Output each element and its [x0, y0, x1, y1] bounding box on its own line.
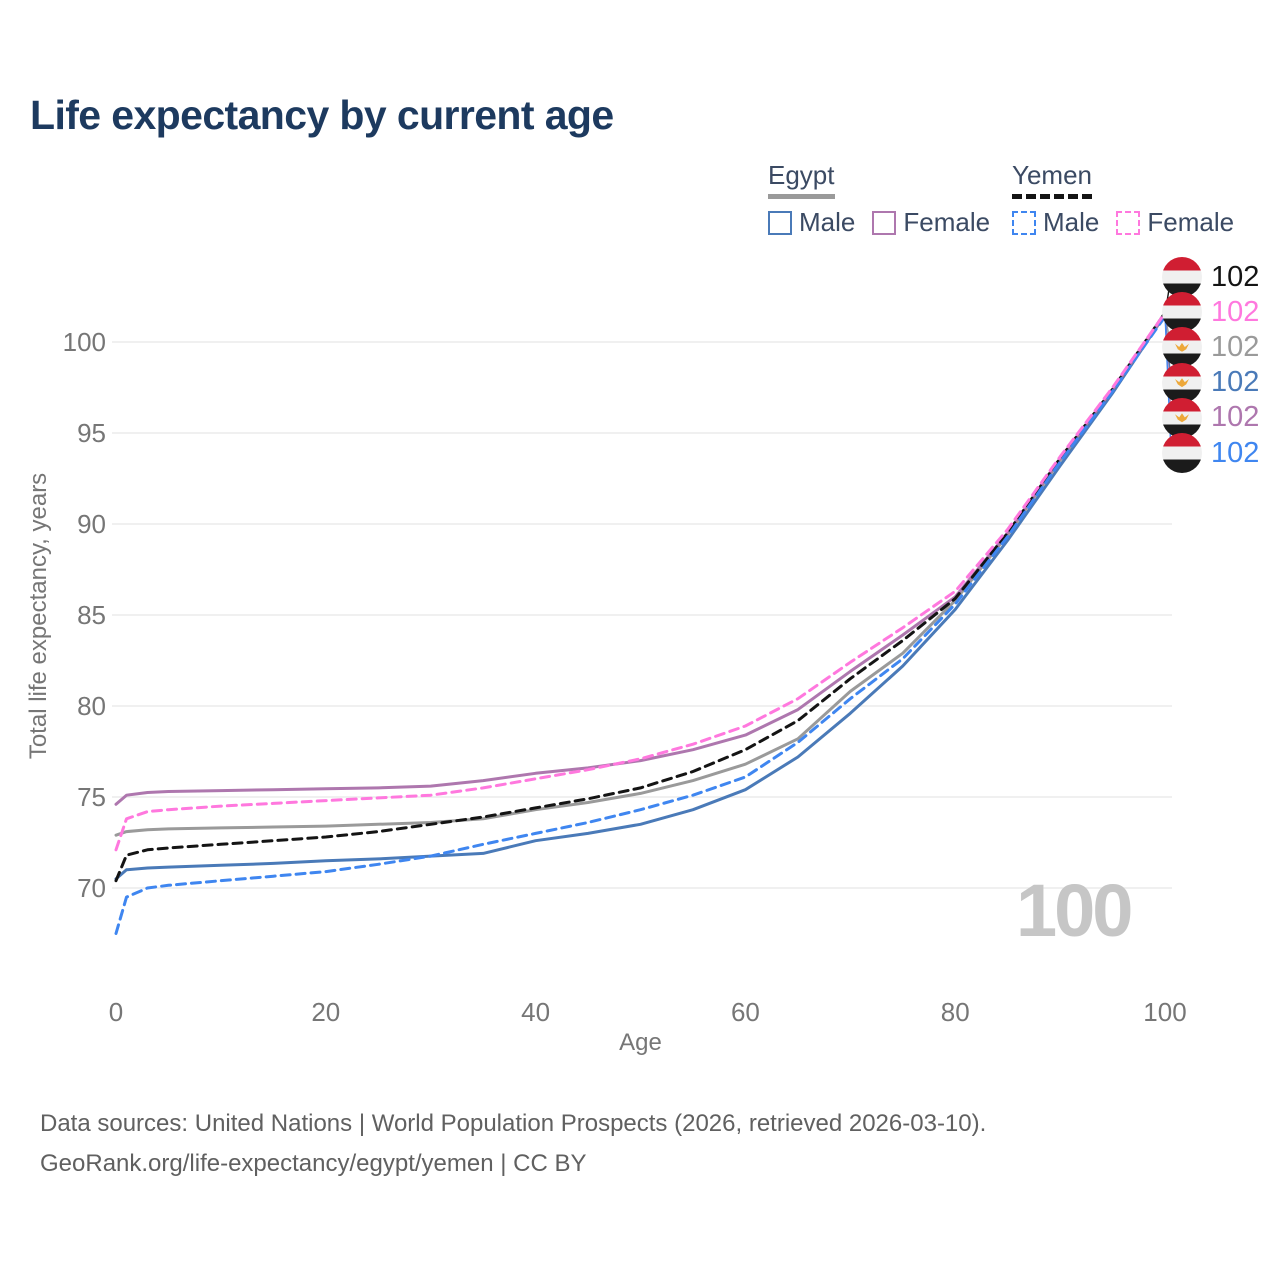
chart-plot-area[interactable]: 70 75 80 85 90 95 100 0 20 40 60 80 100 Age Total life… [0, 0, 1280, 1080]
x-tick-label: 40 [521, 997, 550, 1027]
end-label-row: 102 [1162, 257, 1260, 297]
y-tick-label: 95 [77, 418, 106, 448]
x-tick-label: 60 [731, 997, 760, 1027]
yemen-flag-icon [1162, 257, 1202, 297]
legend-items-egypt: Male Female [768, 207, 990, 238]
footer: Data sources: United Nations | World Pop… [40, 1104, 986, 1184]
yemen-female-swatch-icon [1116, 210, 1141, 235]
end-value: 102 [1211, 295, 1260, 328]
egypt-flag-icon [1162, 362, 1202, 403]
legend-country-yemen[interactable]: Yemen [1012, 160, 1092, 199]
series-line-egypt-female[interactable] [114, 313, 1167, 806]
legend-label-yemen-female: Female [1147, 207, 1235, 237]
legend-item-yemen-male[interactable]: Male [1012, 207, 1099, 238]
age-watermark: 100 [1016, 869, 1133, 952]
legend-label-yemen-male: Male [1043, 207, 1100, 237]
egypt-female-swatch-icon [872, 210, 897, 235]
legend-items-yemen: Male Female [1012, 207, 1234, 238]
y-tick-label: 80 [77, 691, 106, 721]
legend-item-egypt-male[interactable]: Male [768, 207, 855, 238]
series-line-yemen-female[interactable] [114, 311, 1167, 852]
egypt-male-swatch-icon [768, 210, 792, 235]
yemen-flag-icon [1162, 433, 1202, 473]
legend-country-egypt[interactable]: Egypt [768, 160, 835, 199]
legend-group-yemen: Yemen Male Female [1012, 160, 1234, 238]
yemen-flag-icon [1162, 292, 1202, 333]
egypt-flag-icon [1162, 327, 1202, 368]
end-value: 102 [1211, 366, 1260, 399]
end-value: 102 [1211, 436, 1260, 469]
yemen-male-swatch-icon [1012, 210, 1036, 235]
end-label-row: 102 [1162, 327, 1260, 368]
y-tick-label: 70 [77, 873, 106, 903]
y-axis-title: Total life expectancy, years [25, 473, 52, 759]
chart-title: Life expectancy by current age [30, 92, 614, 138]
legend-label-egypt-male: Male [799, 207, 856, 237]
series-line-yemen[interactable] [114, 311, 1167, 883]
legend-label-egypt-female: Female [903, 207, 991, 237]
legend-item-egypt-female[interactable]: Female [872, 207, 990, 238]
y-tick-label: 90 [77, 509, 106, 539]
series-line-egypt[interactable] [114, 311, 1167, 837]
footer-data-sources: Data sources: United Nations | World Pop… [40, 1110, 987, 1137]
end-label-row: 102 [1162, 292, 1260, 333]
legend-group-egypt: Egypt Male Female [768, 160, 990, 238]
y-tick-label: 85 [77, 600, 106, 630]
end-value: 102 [1211, 260, 1260, 293]
x-tick-label: 80 [941, 997, 970, 1027]
legend-item-yemen-female[interactable]: Female [1116, 207, 1234, 238]
y-tick-label: 75 [77, 782, 106, 812]
x-tick-label: 20 [311, 997, 340, 1027]
x-tick-label: 0 [109, 997, 123, 1027]
footer-attribution: GeoRank.org/life-expectancy/egypt/yemen … [40, 1150, 587, 1177]
y-tick-label: 100 [63, 327, 106, 357]
x-tick-label: 100 [1143, 997, 1186, 1027]
egypt-flag-icon [1162, 397, 1202, 438]
end-label-row: 102 [1162, 397, 1260, 438]
x-axis-title: Age [619, 1029, 662, 1056]
end-label-row: 102 [1162, 433, 1260, 473]
end-label-row: 102 [1162, 362, 1260, 403]
end-value: 102 [1211, 330, 1260, 363]
series-line-egypt-male[interactable] [114, 313, 1167, 881]
end-value: 102 [1211, 401, 1260, 434]
